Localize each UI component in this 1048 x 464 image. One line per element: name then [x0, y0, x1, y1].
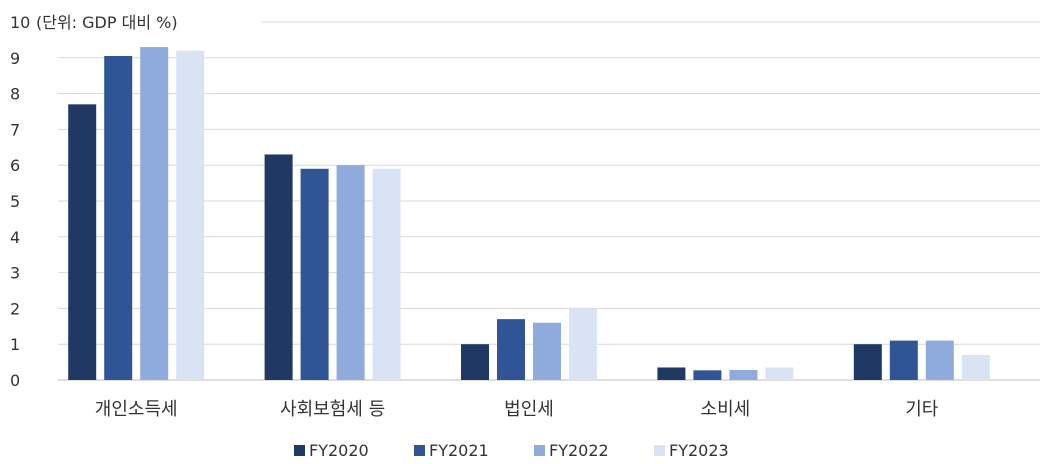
bar-fy2021 [693, 370, 722, 380]
bar-fy2022 [336, 165, 365, 380]
y-axis-ticks: 0 1 2 3 4 5 6 7 8 9 10 (단위: GDP 대비 %) [10, 13, 178, 390]
bar-fy2021 [104, 56, 133, 380]
category-label: 법인세 [504, 399, 554, 420]
legend-swatch [294, 445, 305, 456]
y-tick-label: 5 [10, 192, 20, 211]
category-label: 사회보험세 등 [280, 399, 385, 420]
y-tick-label: 10 [10, 13, 30, 32]
category-label: 개인소득세 [95, 399, 178, 420]
legend-label: FY2021 [429, 441, 489, 460]
y-tick-label: 6 [10, 156, 20, 175]
bar-fy2023 [176, 50, 205, 380]
y-tick-label: 0 [10, 371, 20, 390]
bar-fy2020 [657, 367, 686, 380]
legend-swatch [534, 445, 545, 456]
bar-fy2020 [264, 154, 293, 380]
bar-fy2023 [961, 354, 990, 380]
unit-label: (단위: GDP 대비 %) [36, 13, 178, 32]
bars [68, 47, 990, 381]
legend-label: FY2022 [549, 441, 609, 460]
bar-fy2023 [765, 367, 794, 380]
y-tick-label: 7 [10, 120, 20, 139]
y-tick-label: 8 [10, 85, 20, 104]
x-axis-categories: 개인소득세 사회보험세 등 법인세 소비세 기타 [95, 399, 939, 420]
y-tick-label: 9 [10, 49, 20, 68]
bar-fy2023 [372, 168, 401, 380]
bar-fy2021 [889, 340, 918, 380]
bar-fy2021 [497, 319, 525, 380]
y-tick-label: 3 [10, 264, 20, 283]
legend-label: FY2020 [309, 441, 369, 460]
bar-fy2022 [729, 369, 758, 380]
gridlines [58, 21, 1040, 381]
bar-fy2022 [140, 47, 169, 381]
y-tick-label: 4 [10, 228, 20, 247]
y-tick-label: 2 [10, 299, 20, 318]
bar-fy2020 [68, 104, 97, 380]
legend-label: FY2023 [669, 441, 729, 460]
category-label: 기타 [905, 399, 939, 420]
legend-swatch [654, 445, 665, 456]
bar-fy2020 [853, 344, 882, 380]
bar-fy2020 [461, 344, 489, 380]
bar-fy2022 [925, 340, 954, 380]
legend-swatch [414, 445, 425, 456]
bar-fy2022 [533, 322, 561, 380]
bar-fy2021 [300, 168, 329, 380]
legend: FY2020 FY2021 FY2022 FY2023 [294, 441, 729, 460]
category-label: 소비세 [701, 399, 751, 420]
y-tick-label: 1 [10, 335, 20, 354]
bar-fy2023 [569, 308, 597, 380]
